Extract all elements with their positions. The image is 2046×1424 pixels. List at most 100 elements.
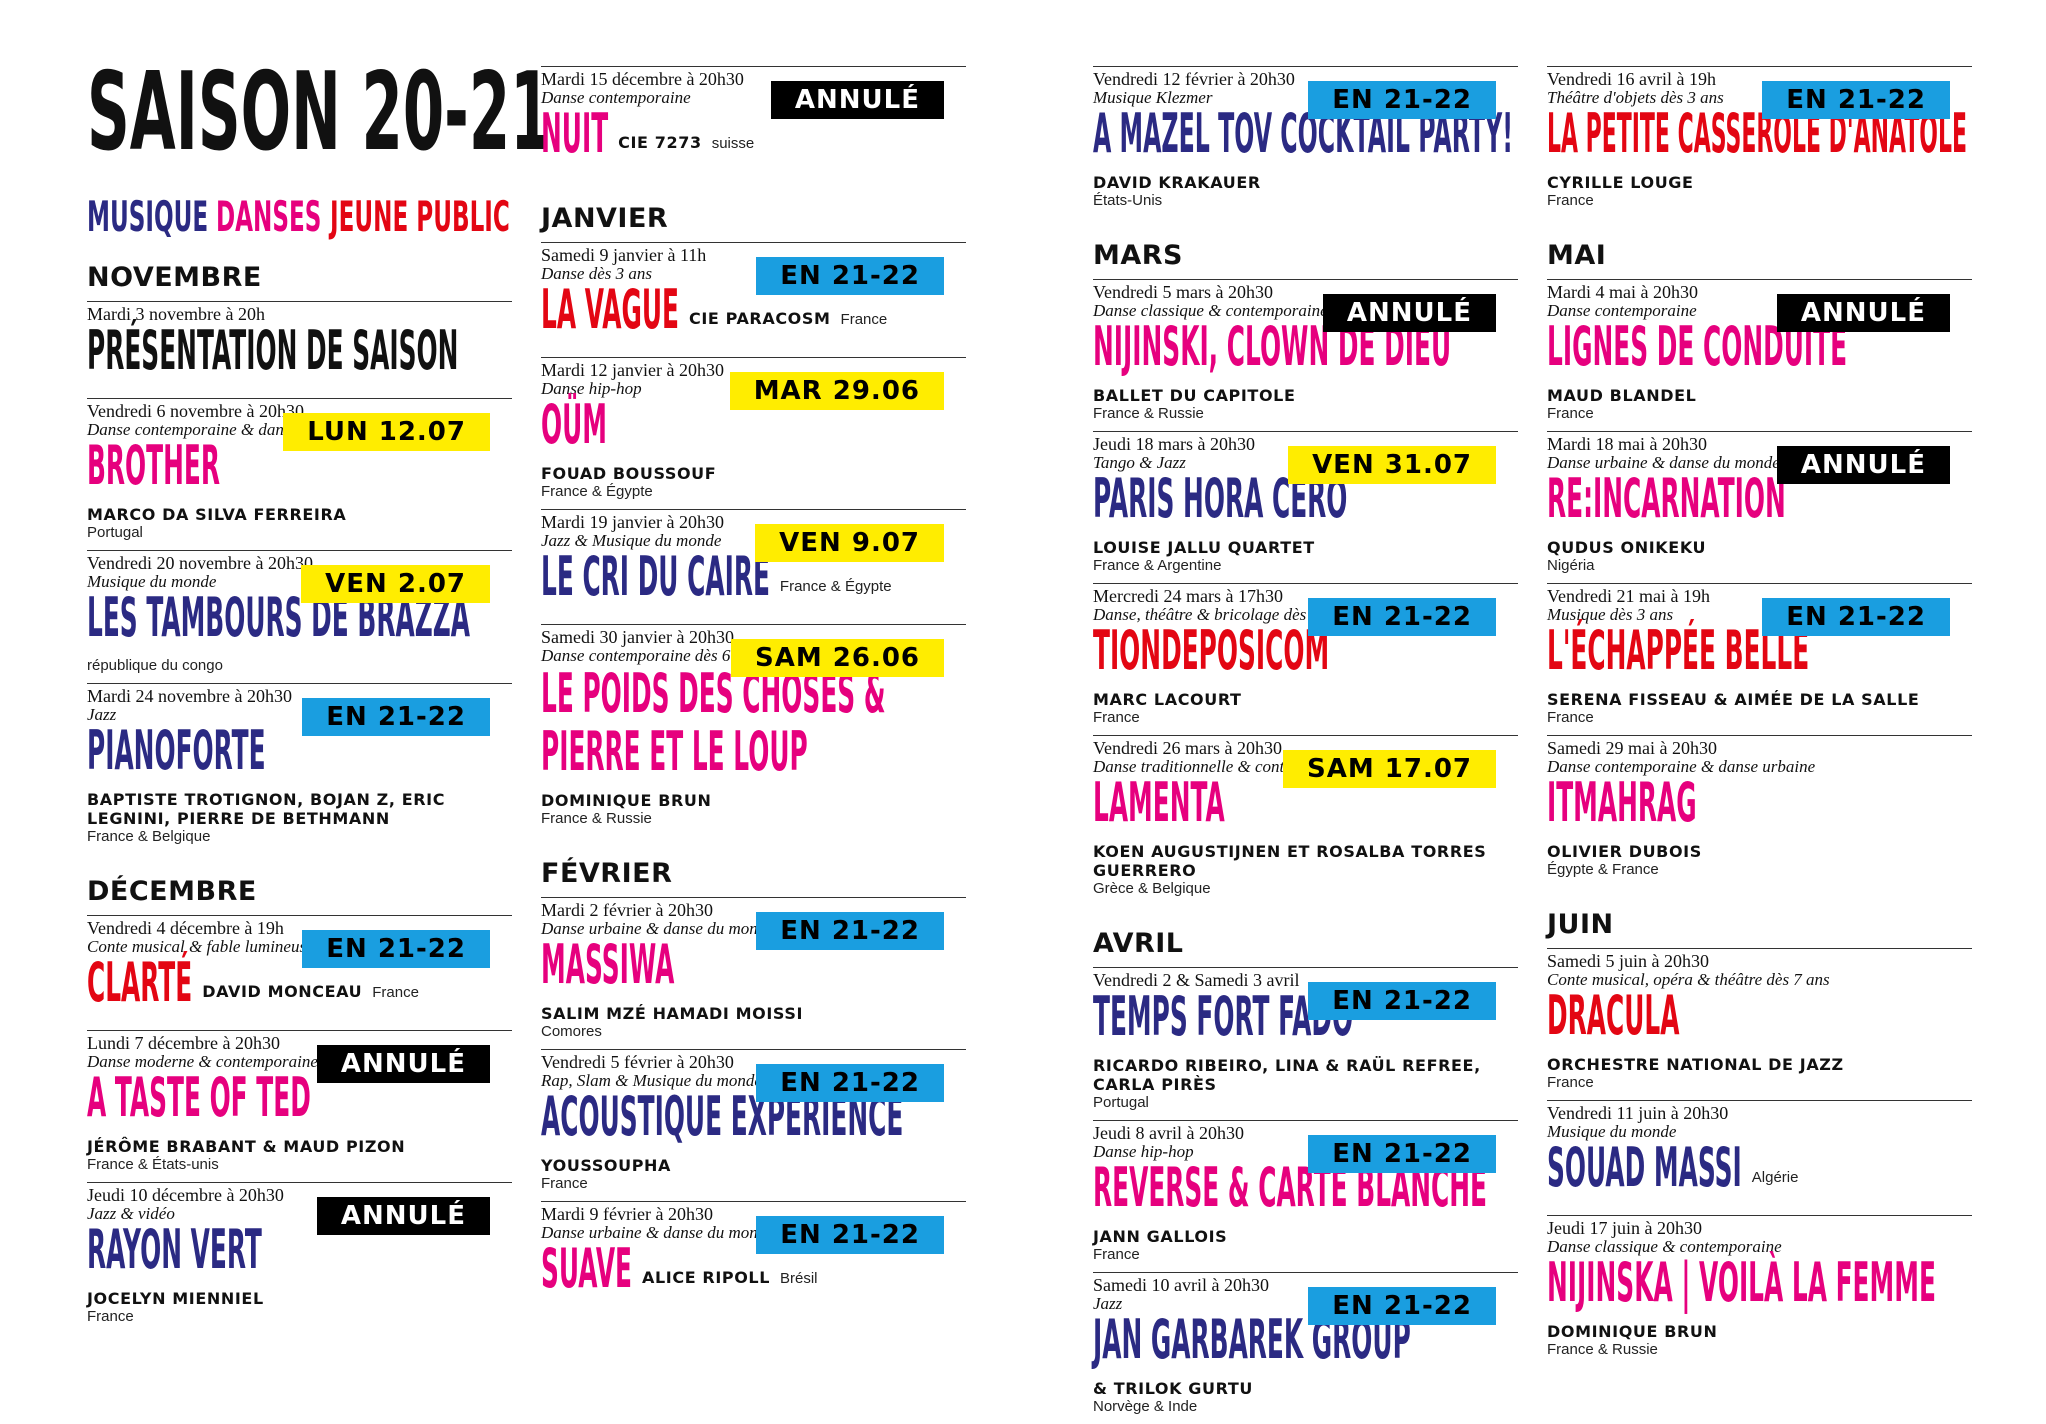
country: France [840, 311, 888, 328]
event: Vendredi 5 mars à 20h30 Danse classique &… [1093, 279, 1518, 431]
event-date: Mardi 19 janvier à 20h30 [541, 512, 724, 532]
country: France & Égypte [779, 578, 892, 595]
event-title: LA VAGUE [541, 278, 679, 341]
event-date: Samedi 5 juin à 20h30 [1547, 951, 1709, 971]
event-date: Vendredi 2 & Samedi 3 avril [1093, 970, 1300, 990]
event-date: Mardi 15 décembre à 20h30 [541, 69, 744, 89]
event-genre: Théâtre d'objets dès 3 ans [1547, 88, 1724, 107]
event: Vendredi 16 avril à 19h Théâtre d'objets … [1547, 66, 1972, 218]
event-title: DRACULA [1547, 984, 1680, 1047]
genre-label: DANSES [216, 192, 322, 241]
title-line: RAYON VERT [87, 1223, 512, 1289]
genre-label: JEUNE PUBLIC [329, 192, 510, 241]
artist: CIE 7273 [618, 133, 702, 152]
country: France [1093, 709, 1140, 726]
title-line: CLARTÉ DAVID MONCEAU France [87, 956, 512, 1022]
event-genre: Danse contemporaine & danse urbaine [1547, 757, 1816, 776]
status-badge: EN 21-22 [302, 930, 490, 968]
event: Mercredi 24 mars à 17h30 Danse, théâtre &… [1093, 583, 1518, 735]
event: Mardi 24 novembre à 20h30 Jazz PIANOFORTE B… [87, 683, 512, 854]
country: France [1547, 709, 1594, 726]
event-date: Samedi 30 janvier à 20h30 [541, 627, 734, 647]
artist: FOUAD BOUSSOUF [541, 464, 717, 483]
country: France & États-unis [87, 1156, 219, 1173]
event: Mardi 4 mai à 20h30 Danse contemporaine LI… [1547, 279, 1972, 431]
event-date: Vendredi 11 juin à 20h30 [1547, 1103, 1729, 1123]
status-badge: EN 21-22 [1308, 1135, 1496, 1173]
genres: MUSIQUE DANSES JEUNE PUBLIC [87, 194, 512, 240]
artist: MARCO DA SILVA FERREIRA [87, 505, 347, 524]
event-genre: Danse urbaine & danse du monde [541, 1223, 774, 1242]
country: France & Russie [1547, 1341, 1658, 1358]
event-genre: Jazz & vidéo [87, 1204, 175, 1223]
event-title: CLARTÉ [87, 951, 193, 1014]
event-date: Samedi 9 janvier à 11h [541, 245, 707, 265]
title-line: TIONDEPOSICOM [1093, 624, 1518, 690]
country: France & Argentine [1093, 557, 1222, 574]
event: Lundi 7 décembre à 20h30 Danse moderne & … [87, 1030, 512, 1182]
event-date: Jeudi 17 juin à 20h30 [1547, 1218, 1702, 1238]
event-genre: Danse classique & contemporaine [1547, 1237, 1782, 1256]
event-date: Mardi 3 novembre à 20h [87, 304, 265, 324]
event-date: Jeudi 18 mars à 20h30 [1093, 434, 1255, 454]
status-badge: EN 21-22 [302, 698, 490, 736]
status-badge: ANNULÉ [770, 81, 944, 119]
title-line: LA VAGUE CIE PARACOSM France [541, 283, 966, 349]
inline-info: CIE 7273 suisse [618, 117, 754, 169]
country: France [1547, 405, 1594, 422]
event-date: Vendredi 12 février à 20h30 [1093, 69, 1295, 89]
event-title: NUIT [541, 102, 609, 165]
artist: CYRILLE LOUGE [1547, 173, 1694, 192]
country: États-Unis [1093, 192, 1163, 209]
status-badge: LUN 12.07 [283, 413, 490, 451]
country: France [1547, 192, 1594, 209]
status-badge: EN 21-22 [1762, 81, 1950, 119]
inline-info: DAVID MONCEAU France [202, 966, 419, 1018]
status-badge: EN 21-22 [1308, 1287, 1496, 1325]
event-genre: Danse hip-hop [1093, 1142, 1194, 1161]
event: Mardi 2 février à 20h30 Danse urbaine & d… [541, 897, 966, 1049]
status-badge: SAM 17.07 [1282, 750, 1496, 788]
event-genre: Danse contemporaine [1547, 301, 1697, 320]
status-badge: VEN 31.07 [1288, 446, 1496, 484]
event-date: Vendredi 5 mars à 20h30 [1093, 282, 1273, 302]
status-badge: VEN 9.07 [755, 524, 944, 562]
event-genre: Danse dès 3 ans [541, 264, 652, 283]
event-genre: Danse classique & contemporaine [1093, 301, 1328, 320]
status-badge: EN 21-22 [1762, 598, 1950, 636]
event-genre: Danse contemporaine [541, 88, 691, 107]
event-genre: Musique Klezmer [1093, 88, 1213, 107]
event-date: Lundi 7 décembre à 20h30 [87, 1033, 280, 1053]
event: Vendredi 2 & Samedi 3 avril TEMPS FORT FA… [1093, 967, 1518, 1120]
status-badge: EN 21-22 [1308, 598, 1496, 636]
month-heading: AVRIL [1093, 928, 1184, 959]
country: France & Belgique [87, 828, 211, 845]
season-title: SAISON 20-21 [87, 50, 552, 175]
event-title: SUAVE [541, 1237, 633, 1300]
column: Vendredi 12 février à 20h30 Musique Klezm… [1093, 66, 1518, 1424]
event-genre: Danse urbaine & danse du monde [1547, 453, 1780, 472]
event-date: Vendredi 4 décembre à 19h [87, 918, 284, 938]
country: Nigéria [1547, 557, 1595, 574]
event: Vendredi 20 novembre à 20h30 Musique du m… [87, 550, 512, 683]
event-title: TIONDEPOSICOM [1093, 619, 1330, 682]
artist: DAVID MONCEAU [202, 982, 363, 1001]
column: Mardi 15 décembre à 20h30 Danse contempor… [541, 66, 966, 1316]
artist: & TRILOK GURTU [1093, 1379, 1253, 1398]
month-heading: JANVIER [541, 203, 669, 234]
event-genre: Danse, théâtre & bricolage dès 6 ans [1093, 605, 1347, 624]
inline-info: Algérie [1752, 1151, 1799, 1203]
artist: YOUSSOUPHA [541, 1156, 672, 1175]
title-line: MASSIWA [541, 938, 966, 1004]
country: France [1547, 1074, 1594, 1091]
status-badge: ANNULÉ [316, 1045, 490, 1083]
event: Mardi 3 novembre à 20h PRÉSENTATION DE SA… [87, 301, 512, 398]
title-line: ITMAHRAG [1547, 776, 1972, 842]
country: Portugal [87, 524, 143, 541]
country: Grèce & Belgique [1093, 880, 1211, 897]
event-genre: Musique dès 3 ans [1547, 605, 1674, 624]
event-title: ITMAHRAG [1547, 771, 1697, 834]
event-title: LAMENTA [1093, 771, 1225, 834]
title-line: LAMENTA [1093, 776, 1518, 842]
